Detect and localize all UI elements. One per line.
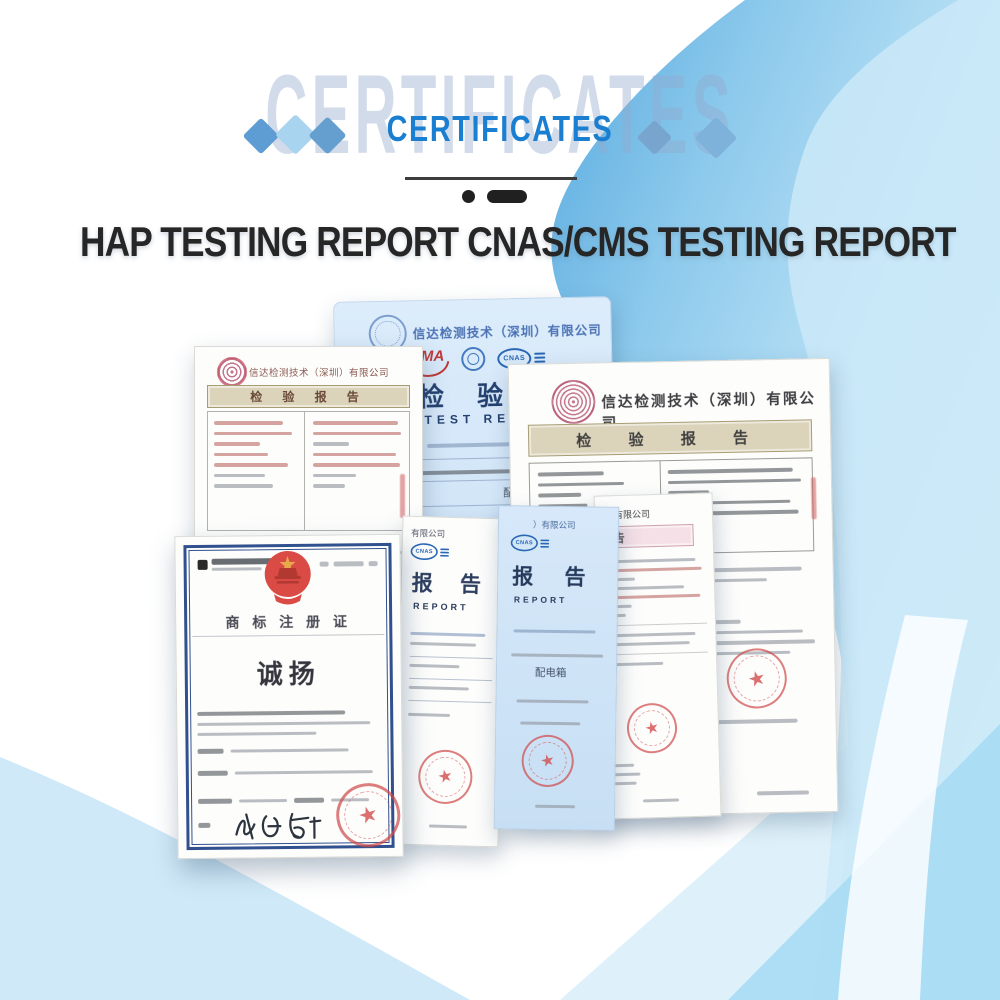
signer-label — [198, 822, 211, 828]
redacted-text-line — [520, 721, 581, 726]
company-name: 信达检测技术（深圳）有限公司 — [412, 322, 602, 342]
redacted-text-line — [511, 653, 604, 658]
company-name-fragment: ）有限公司 — [532, 520, 576, 532]
report-title-en: REPORT — [412, 600, 469, 613]
ilac-logo-icon — [461, 346, 486, 372]
company-name-fragment: 有限公司 — [410, 528, 446, 540]
report-banner: 检 验 报 告 — [207, 385, 410, 408]
redacted-text-block — [197, 703, 377, 743]
stamp-seal-icon: ★ — [621, 697, 683, 759]
trademark-cert-title: 商 标 注 册 证 — [225, 614, 352, 632]
report-title-cn: 报 告 — [411, 570, 492, 598]
trademark-name: 诚扬 — [256, 659, 321, 691]
cnas-logo-icon: CNAS — [510, 534, 550, 552]
section-title: CERTIFICATES — [386, 108, 614, 149]
divider-line — [405, 177, 577, 180]
cert-report-blue: ）有限公司 CNAS 报 告 REPORT 配电箱 ★ — [493, 505, 620, 831]
redacted-text-block — [610, 756, 712, 792]
bottom-right-white-sliver — [838, 615, 968, 1000]
page-footer-line — [428, 824, 467, 829]
page-heading: HAP TESTING REPORT CNAS/CMS TESTING REPO… — [80, 218, 956, 265]
red-seal-icon — [550, 379, 596, 425]
company-name: 信达检测技术（深圳）有限公司 — [249, 368, 390, 379]
redacted-table-column — [214, 414, 298, 495]
red-seal-icon — [217, 357, 247, 387]
stamp-seal-icon: ★ — [516, 729, 579, 793]
redacted-table-column — [312, 414, 403, 495]
divider-pill — [487, 190, 527, 203]
stamp-seal-icon: ★ — [413, 744, 478, 810]
page-footer-line — [756, 790, 809, 795]
report-title-en: REPORT — [513, 594, 568, 606]
report-title-cn: 报 告 — [512, 564, 598, 590]
ilac-mra-lines — [440, 546, 450, 557]
red-annotation-mark — [400, 474, 405, 518]
cert-trademark: 商 标 注 册 证 诚扬 — [174, 533, 409, 860]
cert-report-white: 有限公司 CNAS 报 告 REPORT ★ — [393, 515, 508, 848]
national-emblem-icon — [264, 551, 311, 605]
certificate-number-line — [319, 561, 378, 567]
redacted-text-line — [513, 629, 596, 634]
watermark-text: CERTIFICATES — [265, 52, 735, 177]
signature-handwriting — [235, 812, 322, 840]
cnas-logo-icon: CNAS — [410, 542, 450, 561]
product-name: 配电箱 — [534, 666, 567, 680]
redacted-text-line — [516, 699, 589, 704]
page-footer-line — [643, 798, 680, 803]
divider-dot — [462, 190, 475, 203]
bottom-left-swoosh — [0, 757, 470, 1000]
page-footer-line — [535, 804, 576, 809]
redacted-text-block — [604, 552, 708, 673]
redacted-text-block — [408, 625, 494, 725]
report-banner: 检 验 报 告 — [527, 419, 813, 457]
red-annotation-mark — [810, 477, 817, 520]
redacted-table — [207, 411, 410, 531]
ilac-mra-lines — [540, 538, 550, 549]
